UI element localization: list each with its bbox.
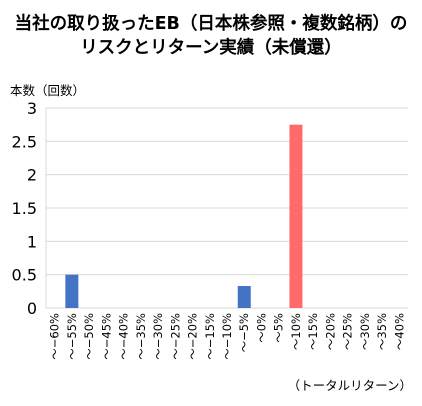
x-tick-label: ～−20% — [186, 313, 200, 360]
x-tick-label: ～5% — [272, 313, 286, 343]
x-tick-label: ～−55% — [65, 313, 79, 360]
x-tick-label: ～35% — [375, 313, 389, 350]
x-tick-label: ～0% — [254, 313, 268, 343]
x-tick-label: ～20% — [323, 313, 337, 350]
bar — [65, 274, 79, 308]
x-tick-label: ～−25% — [168, 313, 182, 360]
y-tick-label: 1 — [27, 232, 37, 251]
y-axis-label: 本数（回数） — [10, 83, 86, 98]
y-tick-label: 0 — [27, 299, 37, 318]
x-tick-label: ～−50% — [82, 313, 96, 360]
x-tick-label: ～−35% — [134, 313, 148, 360]
x-tick-label: ～−10% — [220, 313, 234, 360]
x-tick-label: ～10% — [289, 313, 303, 350]
x-tick-label: ～−5% — [237, 313, 251, 352]
y-tick-label: 2.5 — [12, 132, 37, 151]
y-tick-label: 0.5 — [12, 266, 37, 285]
chart-title-line-1: 当社の取り扱ったEB（日本株参照・複数銘柄）の — [14, 14, 408, 34]
x-axis-label: （トータルリターン） — [287, 378, 412, 393]
y-tick-label: 1.5 — [12, 199, 37, 218]
x-tick-label: ～−60% — [48, 313, 62, 360]
x-tick-label: ～15% — [306, 313, 320, 350]
x-tick-label: ～25% — [341, 313, 355, 350]
x-tick-label: ～−15% — [203, 313, 217, 360]
x-tick-label: ～−40% — [117, 313, 131, 360]
x-tick-label: ～40% — [392, 313, 406, 350]
bar — [289, 124, 303, 309]
x-tick-label: ～30% — [358, 313, 372, 350]
x-tick-label: ～−30% — [151, 313, 165, 360]
x-tick-label: ～−45% — [99, 313, 113, 360]
chart-title-line-2: リスクとリターン実績（未償還） — [80, 38, 342, 58]
bar — [237, 286, 251, 308]
y-tick-label: 3 — [27, 99, 37, 118]
y-tick-label: 2 — [27, 166, 37, 185]
